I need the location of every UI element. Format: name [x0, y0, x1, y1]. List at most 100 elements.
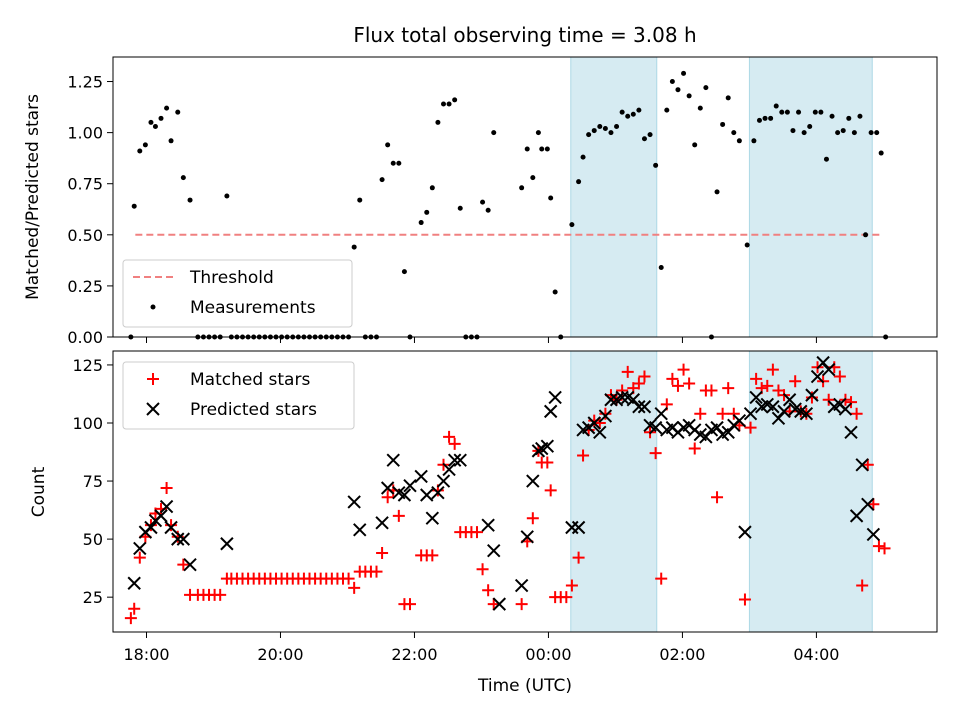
matched-point-80 — [588, 414, 601, 427]
predicted-points — [127, 355, 881, 611]
measurement-point-116 — [801, 130, 807, 136]
predicted-point-13 — [347, 495, 361, 509]
predicted-point-30 — [487, 544, 501, 558]
matched-point-46 — [376, 547, 389, 560]
measurement-point-120 — [823, 156, 829, 162]
matched-point-127 — [850, 407, 863, 420]
predicted-point-34 — [526, 474, 540, 488]
matched-point-77 — [572, 551, 585, 564]
predicted-point-25 — [436, 474, 451, 488]
x-tick-label-3: 22:00 — [391, 645, 437, 664]
measurement-point-65 — [491, 130, 497, 136]
predicted-point-16 — [380, 481, 395, 495]
shaded-span-2 — [748, 56, 873, 338]
measurement-point-121 — [829, 113, 835, 119]
measurement-point-86 — [630, 111, 636, 117]
measurement-point-64 — [485, 207, 491, 213]
measurement-point-3 — [137, 148, 143, 154]
measurement-point-93 — [669, 79, 675, 85]
matched-point-78 — [577, 449, 590, 462]
bottom-y-axis-label: Count — [29, 466, 49, 517]
predicted-point-72 — [743, 406, 758, 421]
matched-point-63 — [476, 563, 489, 576]
measurement-point-59 — [457, 205, 463, 211]
measurement-point-57 — [446, 101, 452, 107]
measurement-point-7 — [158, 115, 164, 121]
matched-point-129 — [861, 458, 874, 471]
matched-point-76 — [565, 579, 578, 592]
measurement-point-98 — [697, 105, 703, 111]
matched-point-104 — [722, 382, 735, 395]
measurement-point-82 — [608, 130, 614, 136]
threshold-legend-label: Threshold — [189, 268, 274, 288]
matched-point-79 — [582, 423, 595, 436]
matched-point-68 — [526, 512, 539, 525]
measurement-point-127 — [863, 232, 869, 238]
measurement-point-118 — [812, 109, 818, 115]
x-tick-label-1: 18:00 — [123, 645, 169, 664]
measurement-point-114 — [790, 128, 796, 134]
measurement-point-67 — [524, 146, 530, 152]
predicted-point-10 — [176, 532, 191, 546]
bottom-panel: 25 50 75 100 125 18:00 20:00 22:00 00:00 02:00 04… — [29, 350, 938, 696]
measurement-point-2 — [131, 203, 137, 209]
matched-point-126 — [845, 396, 858, 409]
top-panel: 0.00 0.25 0.50 0.75 1.00 1.25 Matched/Predict… — [23, 56, 938, 347]
predicted-point-52 — [632, 400, 646, 414]
matched-point-54 — [426, 549, 439, 562]
matched-point-92 — [655, 572, 668, 585]
predicted-point-28 — [453, 453, 467, 467]
matched-point-119 — [805, 391, 818, 404]
x-tick-label-5: 02:00 — [659, 645, 705, 664]
predicted-point-33 — [520, 530, 534, 544]
predicted-point-70 — [732, 413, 747, 428]
matched-point-58 — [448, 437, 461, 450]
measurement-point-105 — [736, 138, 742, 144]
measurement-point-73 — [552, 289, 558, 295]
matched-point-72 — [544, 484, 557, 497]
matched-point-86 — [621, 365, 634, 378]
measurement-point-91 — [658, 265, 664, 271]
predicted-point-76 — [766, 400, 780, 414]
measurement-point-42 — [357, 197, 363, 203]
measurement-point-41 — [351, 244, 357, 250]
matched-point-111 — [761, 379, 774, 392]
matched-point-130 — [867, 498, 880, 511]
matched-point-112 — [766, 363, 779, 376]
matched-legend-label: Matched stars — [190, 370, 310, 390]
matched-point-128 — [856, 579, 869, 592]
measurement-point-113 — [784, 109, 790, 115]
y-tick-label-2-5: 125 — [72, 356, 103, 375]
measurement-point-6 — [152, 123, 158, 129]
predicted-point-29 — [481, 518, 495, 532]
matched-point-11 — [177, 558, 190, 571]
chart-title: Flux total observing time = 3.08 h — [353, 23, 696, 47]
measurement-point-107 — [751, 138, 757, 144]
measurement-point-70 — [539, 146, 545, 152]
measurements-legend-label: Measurements — [190, 298, 316, 318]
matched-point-122 — [822, 393, 835, 406]
predicted-point-78 — [777, 404, 791, 419]
predicted-point-8 — [164, 520, 178, 535]
predicted-point-31 — [492, 597, 507, 611]
y-tick-label-1-2: 0.25 — [67, 277, 103, 296]
predicted-point-17 — [386, 453, 400, 467]
top-legend: Threshold Measurements — [122, 259, 353, 328]
measurement-point-18 — [224, 193, 230, 199]
y-tick-label-1-4: 0.75 — [67, 175, 103, 194]
y-tick-label-2-1: 25 — [83, 588, 103, 607]
measurement-point-63 — [480, 199, 486, 205]
predicted-point-9 — [171, 532, 185, 546]
measurement-point-80 — [597, 123, 603, 129]
predicted-point-86 — [821, 362, 836, 377]
shaded-span-1 — [570, 56, 658, 338]
matched-point-81 — [593, 416, 606, 429]
measurement-point-9 — [168, 138, 174, 144]
measurement-point-81 — [602, 126, 608, 132]
predicted-point-15 — [375, 516, 389, 530]
matched-point-2 — [128, 602, 141, 615]
predicted-point-12 — [220, 537, 234, 551]
y-tick-label-2-3: 75 — [83, 472, 103, 491]
matched-point-57 — [443, 430, 456, 443]
top-legend-box — [122, 259, 353, 328]
